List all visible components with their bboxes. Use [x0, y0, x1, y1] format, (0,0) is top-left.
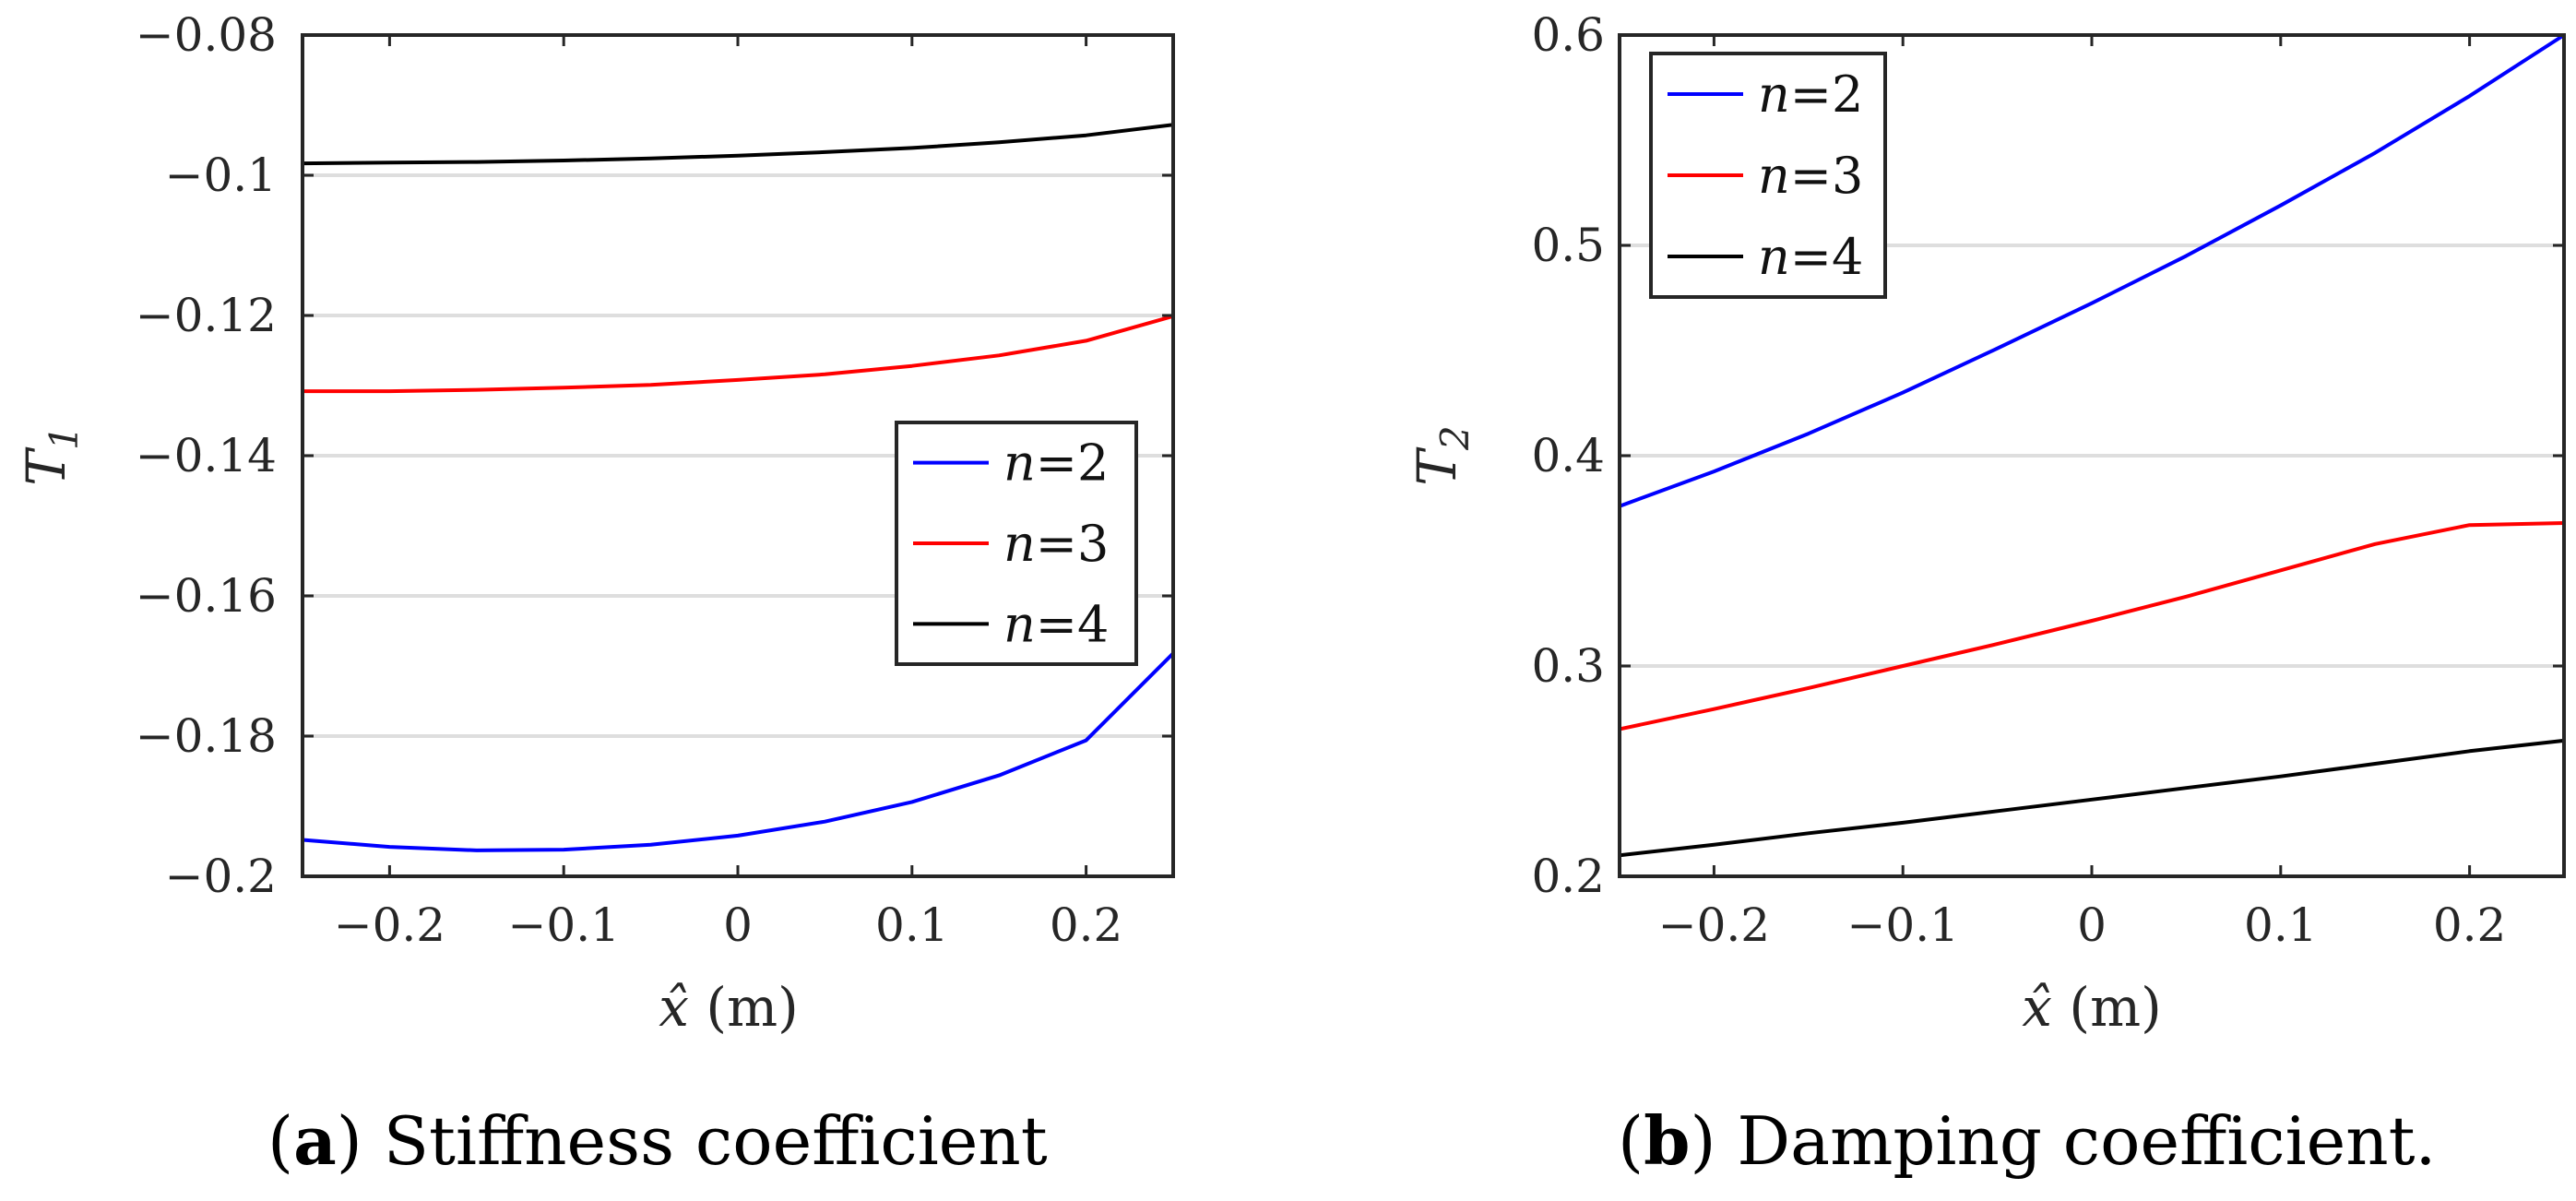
chart-b-ylabel-subscript: 2 — [1432, 425, 1478, 451]
chart-a-ylabel-var: T — [15, 446, 77, 486]
chart-a-series-n4 — [302, 123, 1174, 166]
chart-b-legend-label: n=4 — [1758, 228, 1863, 286]
chart-b-ytick-label: 0.4 — [1531, 429, 1605, 482]
chart-b-caption-letter: b — [1644, 1101, 1690, 1180]
chart-stiffness-coefficient: −0.2 −0.18 −0.16 −0.14 −0.12 −0.1 −0.08 −0.2 −0.… — [15, 8, 1175, 1180]
chart-a-ytick-label: −0.2 — [165, 850, 277, 903]
chart-a-ytick-label: −0.14 — [136, 429, 277, 482]
chart-a-xtick-label: −0.2 — [334, 898, 445, 952]
chart-a-legend-label: n=3 — [1003, 515, 1109, 573]
chart-b-legend-value: =2 — [1790, 65, 1864, 124]
chart-b-ytick-label: 0.2 — [1531, 850, 1605, 903]
chart-a-legend-var: n — [1003, 595, 1036, 653]
chart-b-ylabel: T2 — [1406, 425, 1478, 485]
chart-b-series-n3 — [1619, 521, 2565, 731]
chart-a-ytick-label: −0.1 — [165, 149, 277, 202]
chart-b-xtick-label: 0.2 — [2433, 898, 2507, 952]
chart-a-ytick-label: −0.18 — [136, 709, 277, 763]
chart-a-legend: n=2n=3n=4 — [895, 421, 1138, 666]
chart-a-ylabel-subscript: 1 — [42, 425, 87, 450]
chart-b-xlabel: x̂ (m) — [2022, 976, 2161, 1039]
chart-a-legend-label: n=4 — [1003, 595, 1109, 653]
chart-b-legend-var: n — [1758, 228, 1790, 286]
chart-b-grid — [1620, 244, 2564, 668]
chart-b-caption-close: ) — [1690, 1102, 1715, 1180]
chart-b-ylabel-var: T — [1406, 446, 1468, 486]
chart-b-legend-label: n=3 — [1758, 147, 1863, 205]
chart-b-caption-open: ( — [1618, 1102, 1644, 1180]
chart-damping-coefficient: 0.20.30.40.50.6−0.2 −0.1 0 0.1 0.2x̂ (m)T2n=… — [1406, 8, 2566, 1180]
chart-b-ytick-label: 0.3 — [1531, 639, 1605, 693]
chart-b-legend: n=2n=3n=4 — [1649, 52, 1887, 299]
chart-b-series-n4 — [1619, 738, 2565, 858]
chart-b-xtick-label: 0 — [2077, 898, 2107, 952]
chart-a-ytick-label: −0.16 — [136, 569, 277, 623]
chart-a-xtick-label: 0.2 — [1050, 898, 1123, 952]
chart-b-legend-var: n — [1758, 65, 1790, 124]
chart-b-xtick-label: −0.2 — [1658, 898, 1770, 952]
chart-b-xlabel-unit: (m) — [2052, 976, 2162, 1039]
chart-b-ytick-label: 0.6 — [1531, 8, 1605, 62]
chart-b-caption-text: Damping coefficient. — [1716, 1102, 2437, 1180]
chart-a-legend-var: n — [1003, 515, 1036, 573]
chart-b-legend-value: =3 — [1790, 147, 1864, 205]
chart-a-xlabel: x̂ (m) — [659, 976, 798, 1039]
chart-a-caption-open: ( — [267, 1102, 293, 1180]
chart-a-caption-letter: a — [293, 1101, 337, 1180]
chart-a-legend-value: =4 — [1036, 595, 1110, 653]
chart-a-legend-value: =2 — [1036, 434, 1110, 493]
chart-b-legend-label: n=2 — [1758, 65, 1863, 124]
chart-a-xlabel-var: x̂ — [659, 976, 689, 1039]
chart-a-xtick-label: 0 — [723, 898, 753, 952]
chart-a-series-n3 — [303, 314, 1174, 394]
chart-b-xtick-label: 0.1 — [2244, 898, 2318, 952]
chart-a-xtick-label: −0.1 — [507, 898, 619, 952]
chart-a-caption-close: ) — [337, 1102, 362, 1180]
chart-a-legend-value: =3 — [1036, 515, 1110, 573]
chart-b-ytick-label: 0.5 — [1531, 219, 1605, 272]
chart-b-xtick-label: −0.1 — [1846, 898, 1958, 952]
chart-a-series-n2 — [302, 651, 1175, 852]
chart-b-xlabel-var: x̂ — [2022, 976, 2052, 1039]
chart-a-caption: (a) Stiffness coefficient — [267, 1101, 1048, 1180]
chart-b-legend-var: n — [1758, 147, 1790, 205]
chart-a-legend-var: n — [1003, 434, 1036, 493]
chart-b-legend-value: =4 — [1790, 228, 1864, 286]
chart-a-legend-label: n=2 — [1003, 434, 1109, 493]
chart-a-xlabel-unit: (m) — [689, 976, 799, 1039]
chart-b-series-n2 — [1619, 33, 2566, 508]
chart-a-caption-text: Stiffness coefficient — [362, 1102, 1048, 1180]
chart-a-xtick-label: 0.1 — [875, 898, 949, 952]
chart-a-ytick-label: −0.08 — [136, 8, 277, 62]
chart-a-ytick-label: −0.12 — [136, 289, 277, 342]
chart-a-ylabel: T1 — [15, 425, 87, 485]
chart-b-caption: (b) Damping coefficient. — [1618, 1101, 2436, 1180]
